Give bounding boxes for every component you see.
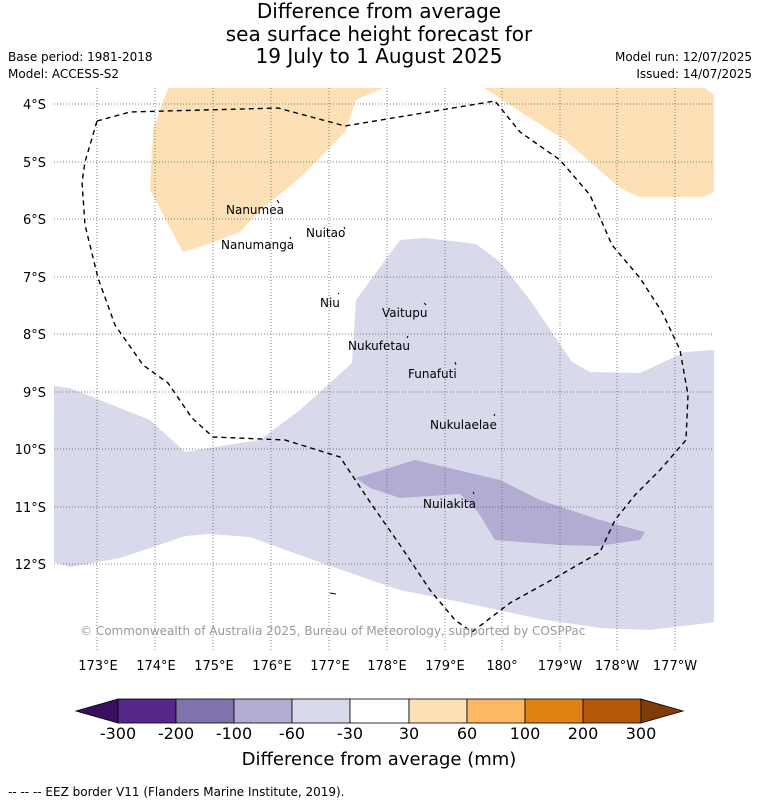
colorbar-label: 200 [567, 724, 599, 743]
map-area [54, 88, 714, 650]
meta-left: Base period: 1981-2018 Model: ACCESS-S2 [8, 49, 153, 83]
lat-label: 5°S [23, 156, 46, 171]
issued-date: Issued: 14/07/2025 [636, 67, 752, 81]
lat-label: 10°S [15, 443, 46, 458]
colorbar-bin [582, 698, 642, 724]
colorbar-bin [349, 698, 410, 724]
base-period: Base period: 1981-2018 [8, 50, 153, 64]
lon-label: 178°W [595, 659, 639, 674]
place-label-niu: Niu [320, 296, 340, 310]
colorbar-label: 300 [625, 724, 657, 743]
colorbar-bin [175, 698, 235, 724]
lon-label: 178°E [367, 659, 407, 674]
lat-label: 12°S [15, 558, 46, 573]
lon-label: 179°E [425, 659, 465, 674]
place-label-nuilakita: Nuilakita [423, 497, 476, 511]
place-label-vaitupu: Vaitupu [382, 306, 428, 320]
model-run: Model run: 12/07/2025 [614, 50, 752, 64]
eez-legend-note: -- -- -- EEZ border V11 (Flanders Marine… [8, 785, 345, 799]
lon-label: 175°E [194, 659, 234, 674]
model-name: Model: ACCESS-S2 [8, 67, 120, 81]
colorbar-bin [117, 698, 177, 724]
lat-label: 4°S [23, 98, 46, 113]
lon-label: 176°E [252, 659, 292, 674]
colorbar-label: -30 [336, 724, 364, 743]
colorbar-bin [466, 698, 526, 724]
colorbar-title: Difference from average (mm) [241, 749, 517, 770]
colorbar-extend-low [74, 698, 119, 724]
colorbar-label: 100 [509, 724, 541, 743]
copyright-notice: © Commonwealth of Australia 2025, Bureau… [80, 624, 586, 638]
place-label-nanumanga: Nanumanga [221, 238, 294, 252]
colorbar-label: 60 [456, 724, 478, 743]
place-label-funafuti: Funafuti [408, 367, 457, 381]
title-line-2: sea surface height forecast for [225, 21, 533, 46]
lat-label: 8°S [23, 328, 46, 343]
graticule [54, 88, 714, 650]
place-label-nukufetau: Nukufetau [348, 339, 410, 353]
colorbar-label: 30 [398, 724, 420, 743]
anomaly-region-positive-east [484, 88, 714, 197]
place-label-nanumea: Nanumea [226, 203, 284, 217]
lon-label: 179°W [538, 659, 582, 674]
place-label-nuitao: Nuitao [306, 226, 345, 240]
colorbar-label: -300 [99, 724, 137, 743]
lat-label: 9°S [23, 386, 46, 401]
title-line-1: Difference from average [256, 0, 502, 23]
lon-label: 177°E [310, 659, 350, 674]
lon-label: 180° [486, 659, 517, 674]
anomaly-region-positive-west [150, 88, 383, 252]
colorbar-label: -200 [157, 724, 195, 743]
anomaly-region-light-negative [54, 238, 714, 630]
map-title: Difference from average sea surface heig… [0, 0, 758, 68]
longitude-labels: 173°E 174°E 175°E 176°E 177°E 178°E 179°… [78, 659, 697, 674]
colorbar [74, 698, 685, 724]
colorbar-bin [408, 698, 468, 724]
colorbar-bin [524, 698, 584, 724]
meta-right: Model run: 12/07/2025 Issued: 14/07/2025 [615, 49, 752, 83]
islands [276, 199, 496, 595]
lat-label: 6°S [23, 213, 46, 228]
colorbar-labels: -300 -200 -100 -60 -30 30 60 100 200 300 [0, 724, 758, 744]
lat-label: 11°S [15, 501, 46, 516]
colorbar-bin [233, 698, 293, 724]
lon-label: 173°E [78, 659, 118, 674]
lat-label: 7°S [23, 271, 46, 286]
place-label-nukulaelae: Nukulaelae [430, 418, 497, 432]
colorbar-bin [291, 698, 351, 724]
lon-label: 177°W [653, 659, 697, 674]
anomaly-region-medium-negative [356, 460, 645, 546]
colorbar-label: -60 [278, 724, 306, 743]
title-line-3: 19 July to 1 August 2025 [255, 44, 503, 68]
lon-label: 174°E [136, 659, 176, 674]
colorbar-label: -100 [215, 724, 253, 743]
latitude-labels: 4°S 5°S 6°S 7°S 8°S 9°S 10°S 11°S 12°S [15, 98, 46, 573]
place-labels: Nanumea Nanumanga Nuitao Niu Vaitupu Nuk… [221, 203, 497, 511]
colorbar-extend-high [640, 698, 685, 724]
